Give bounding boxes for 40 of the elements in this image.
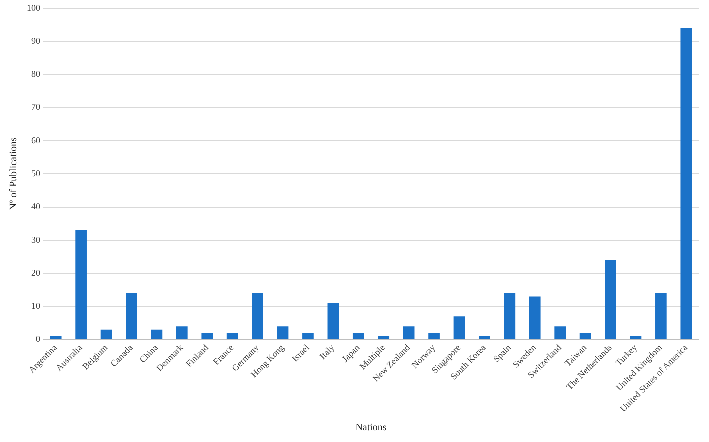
bar <box>76 230 87 340</box>
bar <box>202 333 214 340</box>
bar <box>479 336 490 340</box>
bar <box>100 330 112 340</box>
bar <box>151 330 163 340</box>
y-tick-label: 0 <box>36 334 41 344</box>
bar <box>529 296 541 340</box>
bar <box>328 303 340 340</box>
y-axis-title: Nº of Publications <box>8 137 20 211</box>
y-tick-label: 80 <box>32 69 41 80</box>
y-tick-label: 70 <box>32 102 41 112</box>
bar <box>680 28 692 340</box>
bar <box>454 316 466 340</box>
bar <box>630 336 642 340</box>
x-tick-label: Italy <box>318 342 337 362</box>
bar <box>504 293 516 340</box>
x-axis-title: Nations <box>356 422 387 434</box>
y-tick-label: 40 <box>32 202 41 212</box>
y-tick-label: 100 <box>27 2 41 13</box>
bar <box>352 333 364 340</box>
bar <box>50 336 62 340</box>
y-tick-label: 20 <box>32 268 41 278</box>
y-tick-label: 30 <box>32 234 41 245</box>
bar <box>277 326 289 340</box>
bar <box>605 260 616 340</box>
y-tick-label: 50 <box>32 168 41 178</box>
y-tick-label: 10 <box>32 301 41 312</box>
y-tick-label: 60 <box>32 135 41 146</box>
bar <box>302 333 314 340</box>
bar <box>252 293 264 340</box>
bar <box>378 336 390 340</box>
bar <box>126 293 138 340</box>
bar <box>656 293 667 340</box>
bar <box>580 333 592 340</box>
bar <box>226 333 238 340</box>
y-tick-label: 90 <box>32 36 41 46</box>
bar <box>428 333 440 340</box>
bar <box>176 326 188 340</box>
bar <box>403 326 415 340</box>
bar <box>554 326 566 340</box>
